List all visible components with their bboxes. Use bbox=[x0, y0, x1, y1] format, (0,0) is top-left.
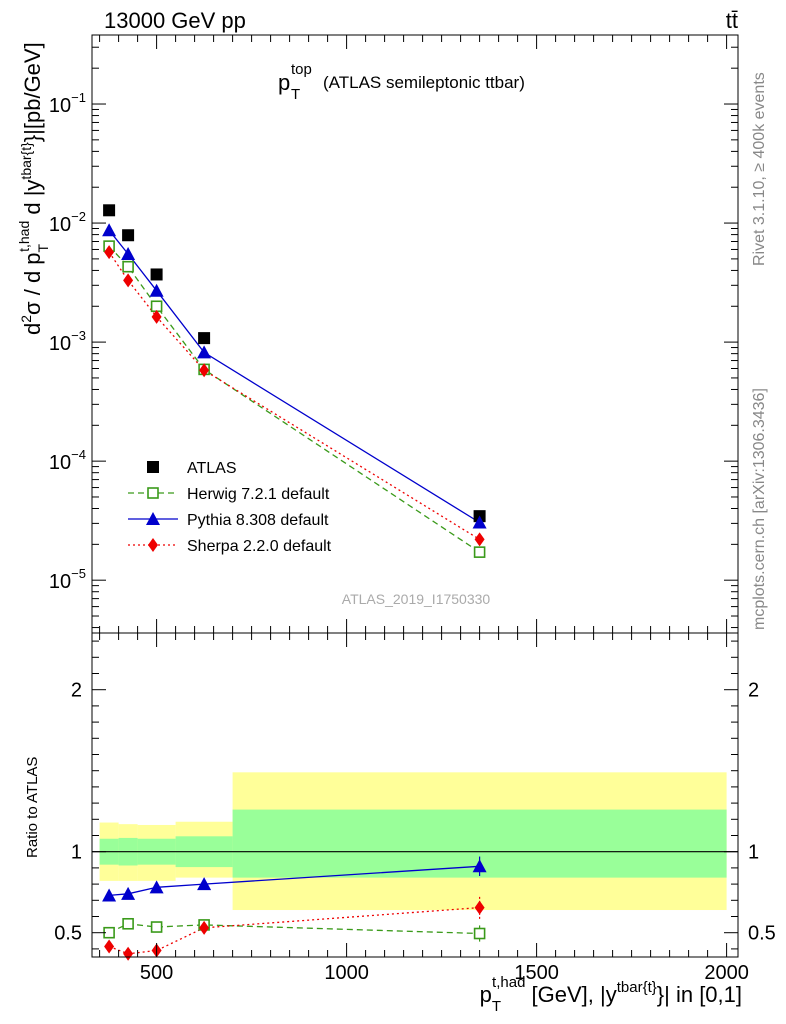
ratio-y-tick-label-left: 1 bbox=[71, 842, 82, 864]
ratio-y-tick-label-right: 1 bbox=[748, 842, 759, 864]
ratio-y-tick-label-right: 2 bbox=[748, 680, 759, 702]
main-plot-area: 10−5 10−4 10−3 10−2 10−1 bbox=[49, 34, 739, 634]
ratio-y-tick-label-right: 0.5 bbox=[748, 923, 776, 945]
legend-marker-pythia bbox=[146, 512, 160, 525]
legend-entry-herwig: Herwig 7.2.1 default bbox=[128, 486, 330, 503]
ratio-point-pythia bbox=[149, 880, 164, 894]
ratio-point-sherpa bbox=[199, 920, 210, 935]
legend-entry-sherpa: Sherpa 2.2.0 default bbox=[128, 538, 332, 555]
header-process-label: tt̄ bbox=[726, 8, 738, 33]
main-title: p T top (ATLAS semileptonic ttbar) bbox=[278, 61, 525, 103]
ratio-point-pythia bbox=[121, 886, 136, 900]
main-line-herwig bbox=[108, 245, 480, 553]
main-x-ticks bbox=[99, 35, 728, 633]
watermark-label: ATLAS_2019_I1750330 bbox=[342, 591, 491, 607]
legend-entry-atlas: ATLAS bbox=[147, 460, 237, 477]
main-y-tick-label: 10−2 bbox=[49, 209, 86, 236]
main-y-tick-label: 10−4 bbox=[49, 447, 86, 474]
ratio-point-herwig bbox=[150, 921, 163, 933]
legend-label-atlas: ATLAS bbox=[187, 460, 237, 477]
main-ylabel: d2σ / d pTt,had d |ytbar{t}}|[pb/GeV] bbox=[16, 42, 51, 335]
ratio-y-ticks: 0.5 0.5 1 1 2 2 bbox=[54, 640, 776, 950]
ratio-frame bbox=[91, 632, 739, 958]
ratio-y-tick-label-left: 2 bbox=[71, 680, 82, 702]
title-main: p bbox=[278, 70, 290, 95]
ratio-point-sherpa bbox=[474, 900, 485, 915]
title-description: (ATLAS semileptonic ttbar) bbox=[323, 73, 525, 92]
ratio-point-pythia bbox=[197, 877, 212, 891]
main-point-sherpa bbox=[123, 273, 134, 288]
svg-text:p: p bbox=[278, 70, 290, 95]
ratio-ylabel: Ratio to ATLAS bbox=[24, 757, 41, 858]
legend-marker-herwig bbox=[147, 487, 159, 499]
header-energy-label: 13000 GeV pp bbox=[104, 8, 246, 33]
ratio-line-herwig bbox=[108, 923, 480, 935]
main-line-pythia bbox=[108, 229, 480, 524]
main-point-pythia bbox=[472, 515, 487, 529]
ratio-x-ticks: 500 1000 1500 2000 bbox=[99, 633, 749, 984]
ratio-point-herwig bbox=[122, 917, 134, 930]
rivet-version-label: Rivet 3.1.10, ≥ 400k events bbox=[751, 72, 768, 266]
legend-label-herwig: Herwig 7.2.1 default bbox=[187, 486, 330, 503]
legend-label-pythia: Pythia 8.308 default bbox=[187, 512, 329, 529]
legend-entry-pythia: Pythia 8.308 default bbox=[128, 512, 329, 529]
main-y-tick-label: 10−1 bbox=[49, 90, 86, 117]
ratio-line-sherpa bbox=[108, 906, 480, 955]
main-point-herwig bbox=[473, 546, 486, 558]
ratio-x-tick-label: 1500 bbox=[514, 962, 559, 984]
ratio-panel: 0.5 0.5 1 1 2 2 500 1000 1500 2000 Ratio to ATLAS… bbox=[24, 632, 776, 1015]
ratio-point-sherpa bbox=[123, 946, 134, 961]
main-point-sherpa bbox=[104, 245, 115, 260]
main-y-ticks: 10−5 10−4 10−3 10−2 10−1 bbox=[49, 46, 738, 629]
main-point-atlas bbox=[122, 229, 135, 242]
main-point-pythia bbox=[121, 246, 136, 260]
main-point-sherpa bbox=[151, 309, 162, 324]
legend-marker-atlas bbox=[147, 461, 159, 473]
mcplots-label: mcplots.cern.ch [arXiv:1306.3436] bbox=[751, 388, 768, 630]
legend-label-sherpa: Sherpa 2.2.0 default bbox=[187, 538, 332, 555]
main-point-sherpa bbox=[199, 363, 210, 378]
main-point-pythia bbox=[197, 345, 212, 359]
main-point-sherpa bbox=[474, 532, 485, 547]
title-superscript: top bbox=[291, 61, 312, 78]
ratio-point-herwig bbox=[473, 927, 486, 940]
svg-text:pTt,had [GeV], |ytbar{t}}| in: pTt,had [GeV], |ytbar{t}}| in [0,1] bbox=[480, 974, 742, 1015]
svg-text:d2σ / d pTt,had d |ytbar{t}}: d2σ / d pTt,had d |ytbar{t}}|[pb/GeV] bbox=[16, 42, 51, 335]
ratio-point-pythia bbox=[472, 859, 487, 873]
ratio-x-tick-label: 2000 bbox=[704, 962, 749, 984]
ratio-xlabel: pTt,had [GeV], |ytbar{t}}| in [0,1] bbox=[480, 974, 742, 1015]
main-panel: 10−5 10−4 10−3 10−2 10−1 ATLAS_2019_I1750330… bbox=[16, 34, 739, 634]
ratio-x-tick-label: 500 bbox=[140, 962, 173, 984]
main-point-herwig bbox=[150, 300, 163, 313]
ratio-y-tick-label-left: 0.5 bbox=[54, 923, 82, 945]
main-point-pythia bbox=[102, 223, 117, 237]
ratio-x-tick-label: 1000 bbox=[324, 962, 369, 984]
title-subscript: T bbox=[291, 86, 300, 103]
main-y-tick-label: 10−3 bbox=[49, 328, 86, 355]
main-point-herwig bbox=[122, 260, 134, 273]
ratio-plot-area: 0.5 0.5 1 1 2 2 500 1000 1500 2000 bbox=[54, 632, 776, 984]
legend-marker-sherpa bbox=[148, 538, 158, 552]
ratio-point-pythia bbox=[102, 888, 117, 902]
main-point-atlas bbox=[150, 268, 163, 281]
main-point-atlas bbox=[103, 204, 116, 217]
legend: ATLAS Herwig 7.2.1 default Pythia 8.308 de… bbox=[128, 460, 332, 555]
ratio-point-sherpa bbox=[104, 939, 115, 954]
main-y-tick-label: 10−5 bbox=[49, 566, 86, 593]
main-point-pythia bbox=[149, 283, 164, 297]
main-point-atlas bbox=[198, 332, 211, 345]
